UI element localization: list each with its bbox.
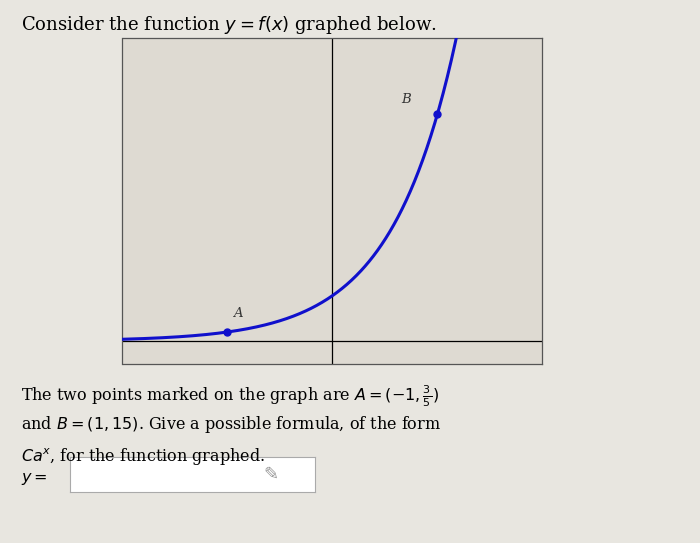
Text: $y = $: $y = $ [21, 470, 48, 487]
Text: Consider the function $y = f(x)$ graphed below.: Consider the function $y = f(x)$ graphed… [21, 14, 437, 36]
Text: B: B [400, 93, 410, 106]
Text: The two points marked on the graph are $A = (-1, \frac{3}{5})$: The two points marked on the graph are $… [21, 383, 439, 408]
Text: and $B = (1, 15)$. Give a possible formula, of the form: and $B = (1, 15)$. Give a possible formu… [21, 414, 441, 435]
Text: $Ca^x$, for the function graphed.: $Ca^x$, for the function graphed. [21, 446, 265, 467]
Text: ✎: ✎ [263, 465, 279, 483]
Text: A: A [232, 307, 242, 320]
